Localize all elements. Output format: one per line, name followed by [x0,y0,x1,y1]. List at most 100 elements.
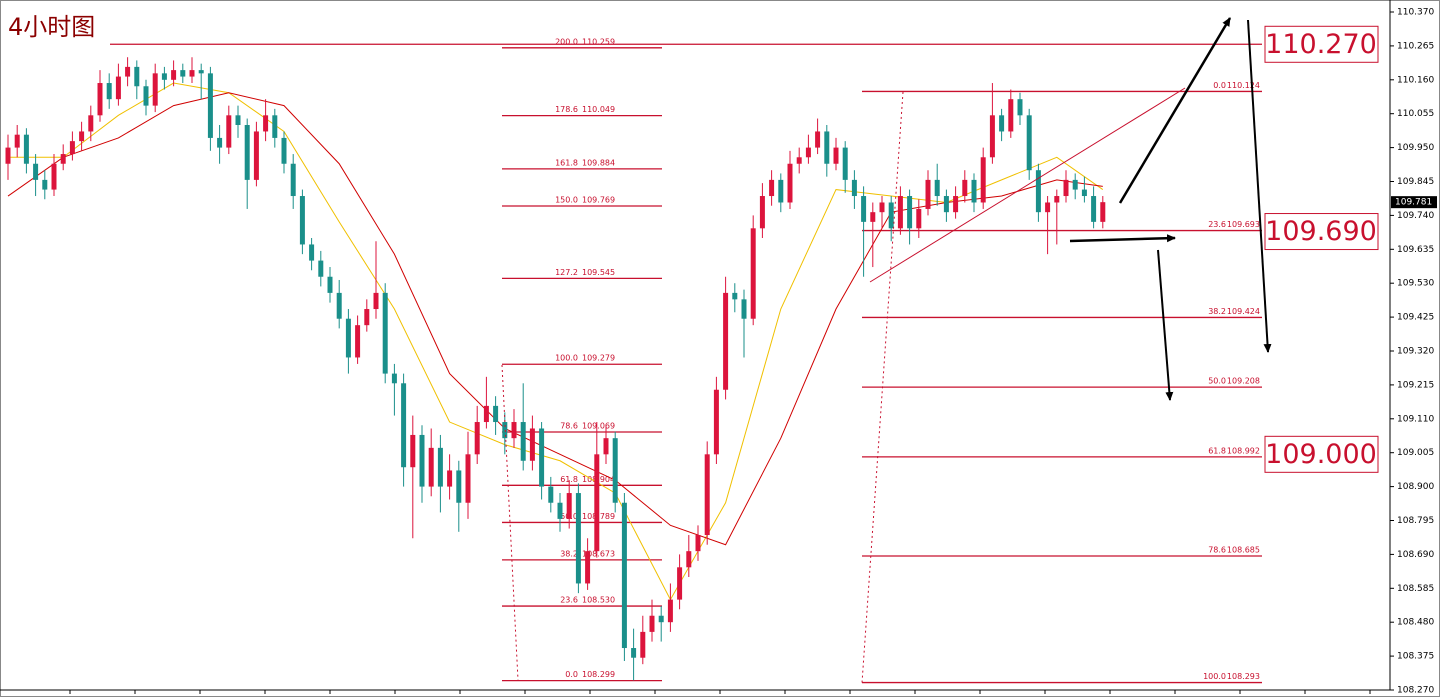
y-tick-label: 108.690 [1397,550,1434,560]
candle-body [189,70,195,77]
candle-body [824,131,830,164]
candle-body [281,137,287,164]
candle-body [1026,115,1032,171]
candle-body [1081,189,1087,197]
fib-price: 108.299 [582,670,615,679]
candle-body [1063,179,1069,197]
candle-body [787,163,793,203]
candle-body [907,196,913,229]
candle-body [42,179,48,190]
candle-body [658,615,664,623]
candle-body [1054,196,1060,203]
candle-body [575,493,581,584]
fib-ratio: 200.0 [555,37,578,46]
candle-body [805,147,811,158]
candle-body [502,422,508,439]
fib-price: 108.685 [1227,546,1260,555]
candle-body [861,196,867,222]
candle-body [750,228,756,319]
candle-body [382,292,388,374]
plot: 200.0 110.259 178.6 110.049 161.8 109.884 150.… [5,37,1262,684]
level-label: 109.690 [1265,216,1377,247]
chart-title: 4小时图 [8,13,95,41]
candle-body [465,454,471,503]
candle-body [851,179,857,197]
candle-body [33,163,39,180]
candle-body [97,83,103,116]
candle-body [686,551,692,568]
candle-body [870,212,876,222]
candle-body [989,115,995,158]
candle-body [1017,99,1023,116]
fib-ratio: 78.6 [560,422,578,431]
candle-body [125,66,131,77]
candle-body [943,196,949,213]
candle-body [88,115,94,132]
candle-body [244,125,250,180]
y-tick-label: 109.950 [1397,143,1434,153]
trend-line [869,87,1186,283]
candle-body [529,428,535,461]
candle-body [520,422,526,461]
level-box [1264,213,1379,251]
candle-body [833,147,839,164]
fib-price: 109.424 [1227,307,1260,316]
candle-body [999,115,1005,132]
candle-body [1072,179,1078,190]
candle-body [897,196,903,229]
candle-body [309,244,315,261]
candle-body [171,70,177,80]
candle-body [493,405,499,423]
candle-body [796,157,802,164]
candle-body [355,325,361,358]
y-tick-label: 109.005 [1397,448,1434,458]
last-price-label: 109.781 [1395,198,1432,208]
candle-body [640,631,646,658]
candle-body [364,309,370,326]
candle-body [106,83,112,100]
candle-body [253,131,259,180]
y-tick-label: 108.900 [1397,482,1434,492]
candle-body [723,292,729,390]
candle-body [290,163,296,197]
candle-body [879,202,885,213]
candle-body [732,292,738,300]
candle-body [152,73,158,106]
candle-body [345,318,351,358]
candle-body [888,202,894,229]
candle-body [695,535,701,552]
y-tick-label: 109.425 [1397,313,1434,323]
candle-body [778,179,784,203]
candle-body [934,179,940,197]
last-price-box [1391,196,1437,209]
fib-price: 108.530 [582,596,615,605]
fib-price: 110.259 [582,37,615,46]
candle-body [1045,202,1051,213]
candle-body [980,157,986,203]
candle-body [410,434,416,468]
candle-body [474,422,480,455]
arrow [1069,234,1176,243]
level-label: 109.000 [1265,439,1377,470]
candle-body [649,615,655,632]
candle-body [713,389,719,455]
fib-price: 109.069 [582,422,615,431]
candle-body [594,454,600,552]
fib-ratio: 0.0 [1213,81,1226,90]
candle-body [962,179,968,197]
fib-price: 108.673 [582,549,615,558]
candle-body [456,470,462,503]
fib-ratio: 178.6 [555,105,578,114]
y-tick-label: 108.480 [1397,618,1434,628]
fib-price: 110.049 [582,105,615,114]
fib-price: 109.208 [1227,377,1260,386]
candle-body [226,115,232,148]
candle-body [51,163,57,190]
fib-ratio: 23.6 [560,596,578,605]
candle-body [318,260,324,277]
candle-body [842,147,848,180]
y-tick-label: 110.160 [1397,75,1434,85]
candle-body [667,599,673,623]
